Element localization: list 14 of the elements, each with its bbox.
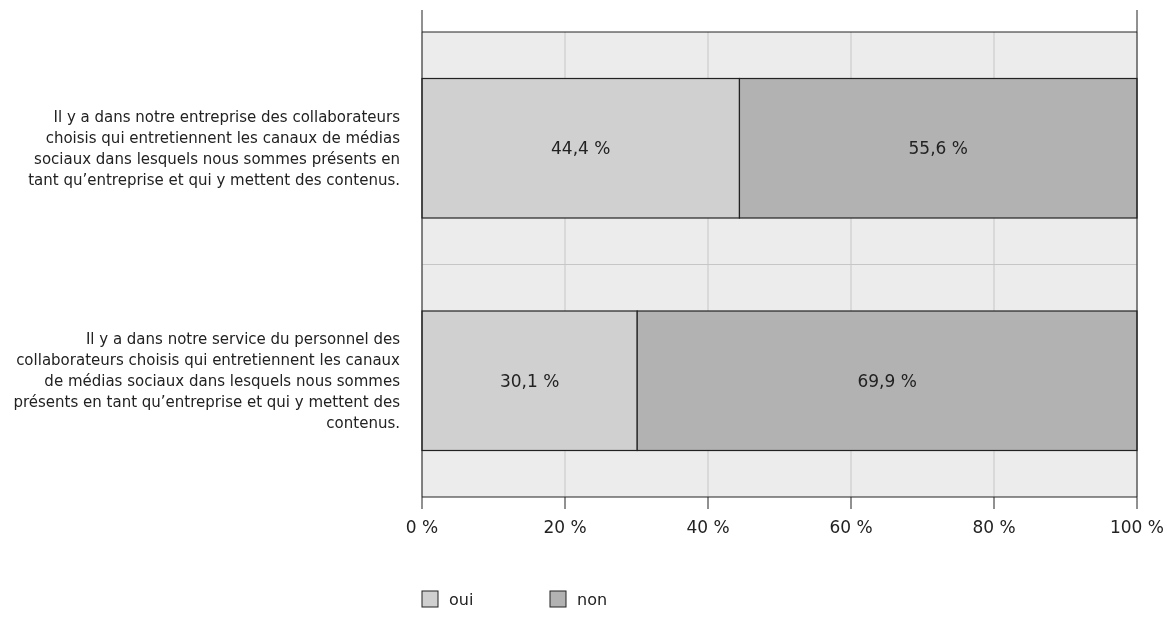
legend-label: non — [577, 589, 608, 609]
data-label: 30,1 % — [499, 370, 560, 391]
x-tick-label: 0 % — [405, 517, 439, 537]
x-tick-label: 100 % — [1109, 517, 1165, 537]
data-label: 44,4 % — [551, 138, 611, 159]
x-tick-label: 20 % — [543, 517, 587, 537]
x-tick-label: 60 % — [829, 517, 873, 537]
legend-label: oui — [449, 589, 474, 609]
y-tick-label: Il y a dans notre service du personnel des collaborateurs choisis qui entretiennent les canaux de médias sociaux dans lesquels nous sommes présents en tant qu’entreprise et qui y mettent des contenus. — [13, 329, 401, 432]
y-tick-label: Il y a dans notre entreprise des collaborateurs choisis qui entretiennent les canaux de médias sociaux dans lesquels nous sommes présents en tant qu’entreprise et qui y mettent des contenus. — [28, 107, 401, 189]
data-label: 55,6 % — [908, 138, 968, 159]
data-label: 69,9 % — [857, 370, 917, 391]
x-tick-label: 80 % — [972, 517, 1016, 537]
x-tick-label: 40 % — [686, 517, 730, 537]
